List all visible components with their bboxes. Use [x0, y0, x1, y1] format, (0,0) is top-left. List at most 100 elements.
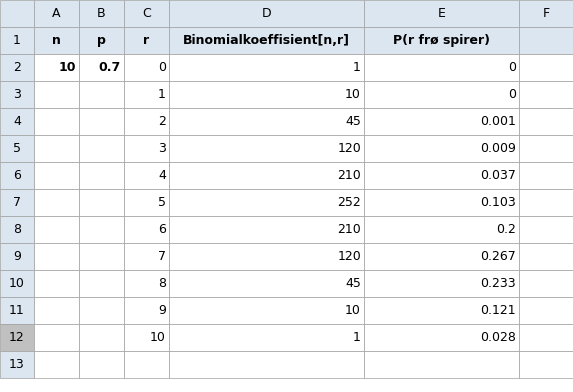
Text: Binomialkoeffisient[n,r]: Binomialkoeffisient[n,r] [183, 34, 350, 47]
Bar [79, 81, 124, 108]
Bar [79, 27, 124, 54]
Bar [124, 27, 169, 54]
Bar [79, 162, 124, 189]
Text: 0: 0 [508, 88, 516, 101]
Text: 210: 210 [337, 223, 361, 236]
Text: 210: 210 [337, 169, 361, 182]
Bar [34, 27, 79, 54]
Text: 252: 252 [337, 196, 361, 209]
Bar [34, 54, 79, 81]
Bar [169, 81, 364, 108]
Bar [519, 108, 573, 135]
Text: 0.028: 0.028 [480, 331, 516, 344]
Bar [364, 135, 519, 162]
Bar [34, 324, 79, 351]
Bar [169, 324, 364, 351]
Text: 2: 2 [158, 115, 166, 128]
Bar [364, 270, 519, 297]
Text: 5: 5 [13, 142, 21, 155]
Text: 0.233: 0.233 [480, 277, 516, 290]
Bar [0, 189, 34, 216]
Text: 3: 3 [13, 88, 21, 101]
Bar [0, 108, 34, 135]
Bar [34, 351, 79, 378]
Bar [364, 0, 519, 27]
Text: 0.009: 0.009 [480, 142, 516, 155]
Bar [79, 189, 124, 216]
Bar [519, 189, 573, 216]
Bar [124, 0, 169, 27]
Bar [519, 324, 573, 351]
Text: 7: 7 [13, 196, 21, 209]
Bar [169, 0, 364, 27]
Bar [124, 324, 169, 351]
Text: 45: 45 [345, 277, 361, 290]
Bar [169, 135, 364, 162]
Bar [519, 297, 573, 324]
Bar [0, 270, 34, 297]
Bar [124, 270, 169, 297]
Bar [169, 108, 364, 135]
Text: 8: 8 [13, 223, 21, 236]
Text: 0.7: 0.7 [99, 61, 121, 74]
Bar [34, 108, 79, 135]
Bar [124, 351, 169, 378]
Text: 0.267: 0.267 [480, 250, 516, 263]
Text: 10: 10 [345, 88, 361, 101]
Bar [79, 54, 124, 81]
Bar [364, 216, 519, 243]
Bar [0, 135, 34, 162]
Bar [34, 135, 79, 162]
Text: 0.103: 0.103 [480, 196, 516, 209]
Bar [0, 162, 34, 189]
Text: 5: 5 [158, 196, 166, 209]
Text: A: A [52, 7, 61, 20]
Bar [79, 0, 124, 27]
Bar [79, 243, 124, 270]
Bar [364, 297, 519, 324]
Bar [124, 135, 169, 162]
Text: 0.2: 0.2 [496, 223, 516, 236]
Bar [519, 243, 573, 270]
Text: 6: 6 [158, 223, 166, 236]
Text: 120: 120 [337, 250, 361, 263]
Bar [519, 54, 573, 81]
Bar [124, 162, 169, 189]
Text: C: C [142, 7, 151, 20]
Text: 120: 120 [337, 142, 361, 155]
Bar [169, 189, 364, 216]
Bar [364, 27, 519, 54]
Bar [169, 54, 364, 81]
Bar [79, 324, 124, 351]
Bar [79, 216, 124, 243]
Text: B: B [97, 7, 106, 20]
Bar [519, 162, 573, 189]
Bar [0, 27, 34, 54]
Bar [0, 297, 34, 324]
Bar [34, 297, 79, 324]
Bar [169, 216, 364, 243]
Bar [124, 81, 169, 108]
Bar [124, 54, 169, 81]
Bar [519, 216, 573, 243]
Text: 3: 3 [158, 142, 166, 155]
Bar [169, 270, 364, 297]
Text: 1: 1 [353, 331, 361, 344]
Bar [34, 270, 79, 297]
Text: n: n [52, 34, 61, 47]
Bar [124, 108, 169, 135]
Bar [124, 297, 169, 324]
Text: P(r frø spirer): P(r frø spirer) [393, 34, 490, 47]
Bar [124, 189, 169, 216]
Bar [169, 162, 364, 189]
Bar [0, 243, 34, 270]
Bar [34, 243, 79, 270]
Bar [0, 54, 34, 81]
Bar [124, 216, 169, 243]
Text: 10: 10 [9, 277, 25, 290]
Bar [169, 243, 364, 270]
Text: 1: 1 [158, 88, 166, 101]
Bar [364, 243, 519, 270]
Bar [79, 135, 124, 162]
Text: 10: 10 [58, 61, 76, 74]
